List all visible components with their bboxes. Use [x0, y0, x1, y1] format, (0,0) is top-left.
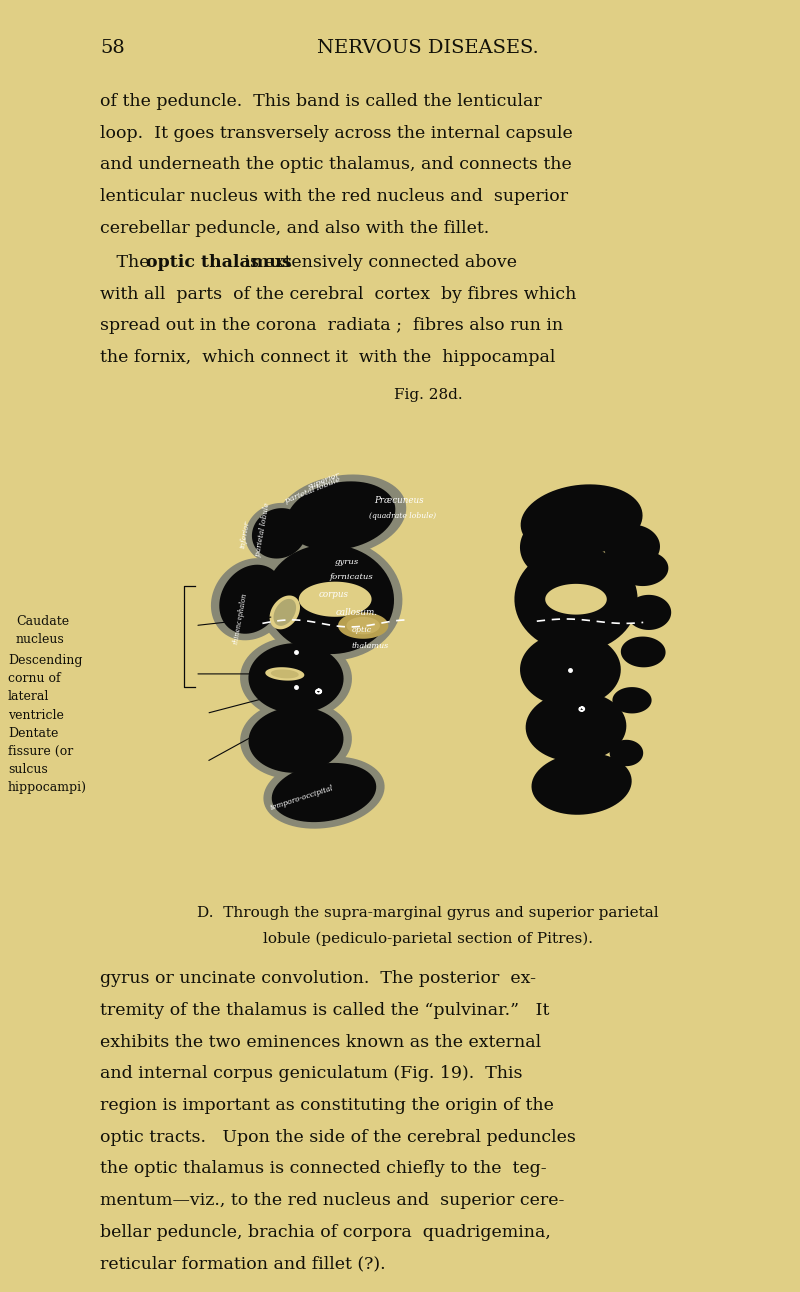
Text: The: The [100, 253, 155, 271]
Polygon shape [246, 503, 314, 563]
Polygon shape [219, 565, 283, 633]
Text: and underneath the optic thalamus, and connects the: and underneath the optic thalamus, and c… [100, 156, 572, 173]
Polygon shape [346, 616, 380, 634]
Text: lobule (pediculo-parietal section of Pitres).: lobule (pediculo-parietal section of Pit… [263, 932, 593, 946]
Polygon shape [546, 584, 607, 615]
Text: Fig. 28d.: Fig. 28d. [394, 388, 462, 402]
Text: parietal lobule: parietal lobule [284, 475, 342, 505]
Text: lenticular nucleus with the red nucleus and  superior: lenticular nucleus with the red nucleus … [100, 187, 568, 205]
Text: optic tracts.   Upon the side of the cerebral peduncles: optic tracts. Upon the side of the cereb… [100, 1129, 576, 1146]
Text: rhinencephalon: rhinencephalon [231, 592, 249, 645]
Polygon shape [240, 700, 352, 779]
Polygon shape [521, 484, 642, 556]
Text: reticular formation and fillet (?).: reticular formation and fillet (?). [100, 1255, 386, 1273]
Text: D.  Through the supra-marginal gyrus and superior parietal: D. Through the supra-marginal gyrus and … [197, 906, 659, 920]
Polygon shape [263, 756, 385, 828]
Polygon shape [270, 596, 300, 629]
Polygon shape [265, 544, 394, 654]
Polygon shape [610, 740, 643, 766]
Text: NERVOUS DISEASES.: NERVOUS DISEASES. [317, 39, 539, 57]
Text: temporo-occipital: temporo-occipital [269, 784, 334, 813]
Text: inferior: inferior [239, 519, 252, 549]
Text: loop.  It goes transversely across the internal capsule: loop. It goes transversely across the in… [100, 124, 573, 142]
Text: (quadrate lobule): (quadrate lobule) [369, 512, 436, 519]
Polygon shape [266, 667, 304, 681]
Polygon shape [514, 547, 638, 652]
Text: Caudate: Caudate [16, 615, 69, 628]
Text: callosum.: callosum. [335, 607, 378, 616]
Text: spread out in the corona  radiata ;  fibres also run in: spread out in the corona radiata ; fibre… [100, 317, 563, 335]
Text: bellar peduncle, brachia of corpora  quadrigemina,: bellar peduncle, brachia of corpora quad… [100, 1224, 551, 1240]
Polygon shape [211, 558, 291, 641]
Text: parietal lobule: parietal lobule [254, 503, 271, 557]
Text: cerebellar peduncle, and also with the fillet.: cerebellar peduncle, and also with the f… [100, 220, 490, 236]
Polygon shape [621, 637, 666, 668]
Text: fornicatus: fornicatus [330, 574, 374, 581]
Text: cornu of: cornu of [8, 672, 61, 685]
Polygon shape [526, 691, 626, 762]
Text: exhibits the two eminences known as the external: exhibits the two eminences known as the … [100, 1034, 541, 1050]
Polygon shape [531, 753, 632, 815]
Text: ventricle: ventricle [8, 708, 64, 721]
Polygon shape [274, 599, 296, 625]
Text: hippocampi): hippocampi) [8, 782, 87, 795]
Polygon shape [626, 594, 671, 630]
Text: gyrus or uncinate convolution.  The posterior  ex-: gyrus or uncinate convolution. The poste… [100, 970, 536, 987]
Polygon shape [286, 482, 395, 550]
Text: Dentate: Dentate [8, 727, 58, 740]
Text: optic: optic [352, 627, 372, 634]
Text: of the peduncle.  This band is called the lenticular: of the peduncle. This band is called the… [100, 93, 542, 110]
Text: nucleus: nucleus [16, 633, 65, 646]
Text: superior: superior [306, 472, 342, 491]
Polygon shape [252, 508, 306, 558]
Polygon shape [240, 637, 352, 720]
Polygon shape [249, 707, 343, 773]
Text: with all  parts  of the cerebral  cortex  by fibres which: with all parts of the cerebral cortex by… [100, 286, 576, 302]
Text: the fornix,  which connect it  with the  hippocampal: the fornix, which connect it with the hi… [100, 349, 555, 366]
Text: Descending: Descending [8, 654, 82, 667]
Text: lateral: lateral [8, 690, 50, 703]
Text: sulcus: sulcus [8, 764, 48, 776]
Text: thalamus: thalamus [352, 642, 390, 650]
Polygon shape [618, 550, 668, 587]
Polygon shape [338, 612, 389, 638]
Polygon shape [299, 581, 371, 616]
Text: mentum—viz., to the red nucleus and  superior cere-: mentum—viz., to the red nucleus and supe… [100, 1191, 564, 1209]
Text: is extensively connected above: is extensively connected above [239, 253, 518, 271]
Text: fissure (or: fissure (or [8, 745, 74, 758]
Polygon shape [249, 643, 343, 713]
Polygon shape [275, 474, 406, 557]
Text: region is important as constituting the origin of the: region is important as constituting the … [100, 1097, 554, 1114]
Text: corpus: corpus [318, 590, 349, 599]
Text: 58: 58 [100, 39, 125, 57]
Text: optic thalamus: optic thalamus [146, 253, 292, 271]
Polygon shape [520, 516, 587, 578]
Polygon shape [613, 687, 651, 713]
Text: and internal corpus geniculatum (Fig. 19).  This: and internal corpus geniculatum (Fig. 19… [100, 1065, 522, 1083]
Text: Præcuneus: Præcuneus [374, 496, 424, 505]
Polygon shape [520, 632, 621, 707]
Polygon shape [272, 762, 376, 822]
Polygon shape [604, 525, 660, 568]
Text: the optic thalamus is connected chiefly to the  teg-: the optic thalamus is connected chiefly … [100, 1160, 546, 1177]
Text: gyrus: gyrus [335, 558, 359, 566]
Polygon shape [271, 669, 298, 678]
Polygon shape [257, 537, 402, 660]
Text: tremity of the thalamus is called the “pulvinar.”   It: tremity of the thalamus is called the “p… [100, 1003, 550, 1019]
